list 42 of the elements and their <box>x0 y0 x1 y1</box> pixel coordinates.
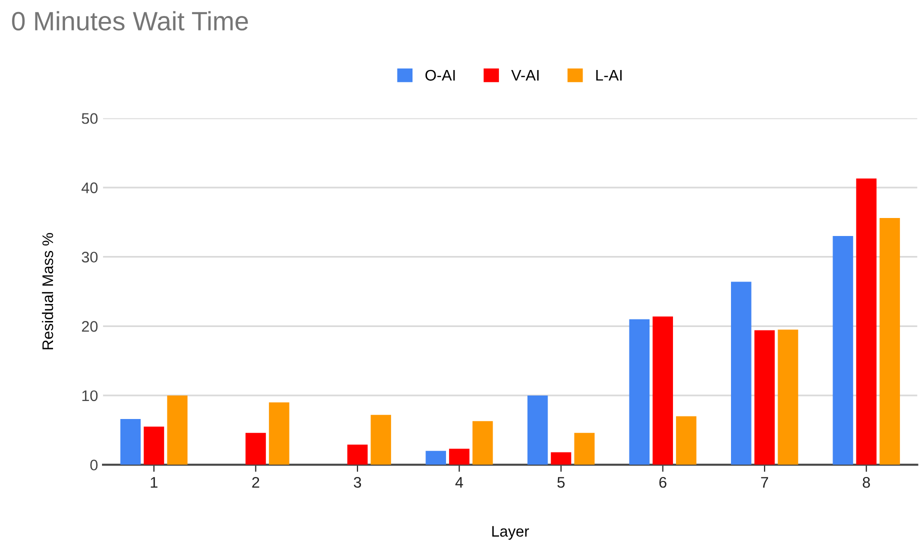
bar <box>676 416 696 465</box>
bar <box>426 450 446 465</box>
bar <box>268 402 290 465</box>
bar <box>856 178 877 465</box>
bar <box>370 414 392 465</box>
bar <box>754 330 775 465</box>
y-axis-title: Residual Mass % <box>42 233 54 350</box>
y-tick-label: 50 <box>82 113 98 124</box>
bar <box>574 432 595 465</box>
bar <box>880 218 900 465</box>
x-tick-label: 8 <box>862 476 870 488</box>
bar <box>778 330 798 465</box>
bar <box>167 395 188 465</box>
x-axis-title: Layer <box>492 526 529 540</box>
bar <box>144 426 164 465</box>
bar <box>449 448 470 465</box>
x-tick-label: 1 <box>150 477 158 488</box>
chart-title: 0 Minutes Wait Time <box>12 11 248 31</box>
bar <box>527 395 548 465</box>
x-tick-label: 2 <box>252 476 260 488</box>
y-tick-label: 40 <box>82 182 98 194</box>
x-tick-label: 5 <box>557 477 565 488</box>
x-tick-label: 6 <box>659 476 666 488</box>
bar <box>472 421 493 465</box>
bar <box>629 319 650 465</box>
x-tick-label: 7 <box>761 477 768 488</box>
x-tick-label: 3 <box>354 476 362 488</box>
legend-label: V-AI <box>511 70 539 81</box>
bar <box>832 236 854 465</box>
bar <box>120 419 141 465</box>
bar <box>730 282 752 465</box>
x-tick-label: 4 <box>455 477 464 488</box>
legend-label: L-AI <box>596 70 622 81</box>
bar <box>347 444 368 465</box>
bar <box>652 316 673 465</box>
y-tick-label: 30 <box>82 252 98 263</box>
y-tick-label: 10 <box>82 390 98 402</box>
bar <box>550 452 572 465</box>
y-tick-label: 0 <box>90 460 98 470</box>
legend-label: O-AI <box>425 70 455 81</box>
bar <box>246 432 266 465</box>
y-tick-label: 20 <box>82 321 98 332</box>
